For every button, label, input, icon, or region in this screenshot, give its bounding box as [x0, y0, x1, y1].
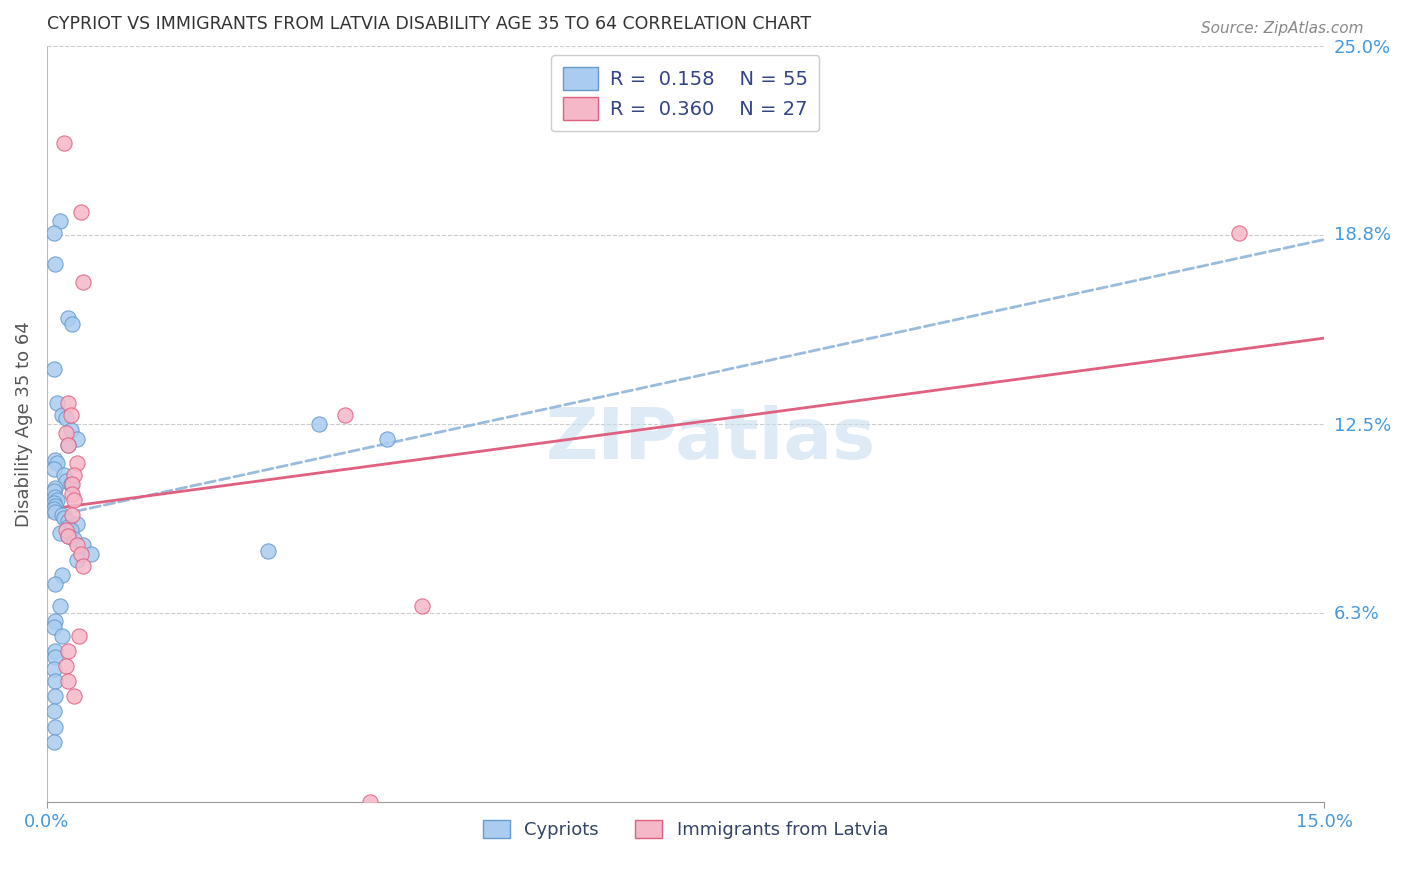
Point [56, 520, 79, 534]
Point [55, 425, 77, 440]
Point [66, 516, 89, 531]
Point [59, 523, 82, 537]
Point [44, 453, 66, 467]
Point [62, 486, 84, 500]
Point [44, 614, 66, 628]
Point [44, 256, 66, 270]
Point [44, 644, 66, 658]
Point [55, 411, 77, 425]
Point [72, 538, 94, 552]
Point [62, 508, 84, 522]
Point [66, 538, 89, 552]
Point [42, 620, 65, 634]
Point [56, 674, 79, 689]
Point [63, 690, 86, 704]
Point [70, 547, 93, 561]
Point [1227, 227, 1250, 241]
Point [67, 629, 90, 643]
Point [66, 456, 89, 470]
Point [80, 547, 103, 561]
Point [42, 483, 65, 498]
Point [333, 408, 356, 422]
Point [55, 659, 77, 673]
Point [44, 490, 66, 504]
Text: Source: ZipAtlas.com: Source: ZipAtlas.com [1201, 21, 1364, 36]
Point [72, 275, 94, 289]
Point [48, 599, 70, 613]
Point [377, 432, 399, 446]
Point [62, 317, 84, 331]
Point [66, 432, 89, 446]
Point [42, 705, 65, 719]
Point [44, 505, 66, 519]
Point [359, 795, 381, 809]
Point [42, 462, 65, 476]
Point [257, 544, 280, 558]
Point [55, 475, 77, 489]
Point [56, 644, 79, 658]
Point [56, 529, 79, 543]
Point [51, 629, 73, 643]
Point [51, 408, 73, 422]
Y-axis label: Disability Age 35 to 64: Disability Age 35 to 64 [15, 321, 32, 527]
Point [44, 650, 66, 665]
Point [63, 532, 86, 546]
Point [63, 492, 86, 507]
Point [70, 205, 93, 219]
Point [52, 136, 75, 150]
Point [46, 492, 69, 507]
Point [51, 568, 73, 582]
Point [42, 362, 65, 376]
Point [44, 674, 66, 689]
Legend: Cypriots, Immigrants from Latvia: Cypriots, Immigrants from Latvia [475, 813, 896, 847]
Point [56, 438, 79, 452]
Point [42, 227, 65, 241]
Point [44, 690, 66, 704]
Point [52, 468, 75, 483]
Point [51, 508, 73, 522]
Point [48, 525, 70, 540]
Point [42, 662, 65, 676]
Point [66, 553, 89, 567]
Point [56, 396, 79, 410]
Point [63, 468, 86, 483]
Point [42, 735, 65, 749]
Point [44, 720, 66, 734]
Point [56, 529, 79, 543]
Point [44, 577, 66, 591]
Point [52, 510, 75, 524]
Point [42, 496, 65, 510]
Point [59, 423, 82, 437]
Point [59, 408, 82, 422]
Point [62, 477, 84, 491]
Point [72, 559, 94, 574]
Point [56, 438, 79, 452]
Point [44, 481, 66, 495]
Point [46, 456, 69, 470]
Point [59, 477, 82, 491]
Point [308, 417, 330, 431]
Text: ZIPatlas: ZIPatlas [546, 405, 876, 474]
Point [56, 514, 79, 528]
Point [48, 214, 70, 228]
Point [411, 599, 433, 613]
Point [56, 311, 79, 326]
Point [55, 523, 77, 537]
Text: CYPRIOT VS IMMIGRANTS FROM LATVIA DISABILITY AGE 35 TO 64 CORRELATION CHART: CYPRIOT VS IMMIGRANTS FROM LATVIA DISABI… [46, 15, 811, 33]
Point [46, 396, 69, 410]
Point [44, 499, 66, 513]
Point [42, 501, 65, 516]
